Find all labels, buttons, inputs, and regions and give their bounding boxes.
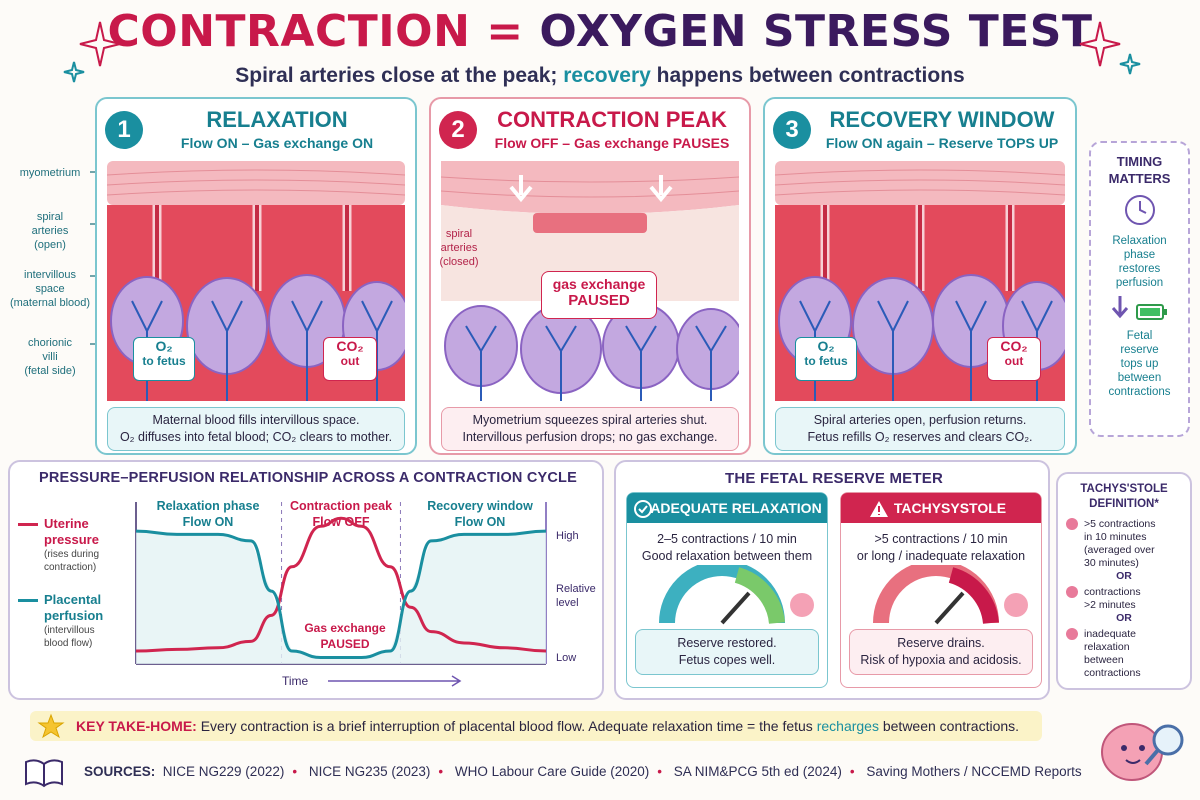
co2-badge: CO₂ out [323, 337, 377, 381]
meter-adequate: ADEQUATE RELAXATION 2–5 contractions / 1… [626, 492, 828, 688]
source-item: Saving Mothers / NCCEMD Reports [866, 764, 1082, 779]
step-number: 3 [773, 111, 811, 149]
legend-swatch [18, 599, 38, 602]
page-subtitle: Spiral arteries close at the peak; recov… [235, 64, 965, 87]
phase-label-recovery: Recovery window Flow ON [427, 499, 533, 529]
definition-item: inadequate relaxation between contractions [1066, 628, 1184, 680]
check-circle-icon [634, 500, 652, 518]
clock-icon [1124, 195, 1155, 225]
book-icon [25, 759, 63, 788]
panel-caption: Myometrium squeezes spiral arteries shut… [441, 407, 739, 451]
sparkle-icon [63, 21, 121, 83]
timing-matters-box: TIMING MATTERS Relaxation phase restores per… [1089, 141, 1190, 437]
legend-placental-perfusion: Placental perfusion (intervillous blood … [18, 592, 128, 650]
source-item: SA NIM&PCG 5th ed (2024) [673, 764, 842, 779]
definition-item: >5 contractions in 10 minutes (averaged ov… [1066, 518, 1184, 570]
or-divider: OR [1116, 612, 1132, 624]
gauge-adequate [659, 565, 814, 625]
label-myometrium: myometrium [19, 167, 81, 179]
gauge-tachysystole [873, 565, 1028, 625]
chart-title: PRESSURE–PERFUSION RELATIONSHIP ACROSS A… [39, 470, 577, 486]
label-spiral-arteries-closed: spiral arteries (closed) [439, 228, 479, 268]
label-spiral-arteries: spiral arteries (open) [31, 211, 69, 251]
source-item: WHO Labour Care Guide (2020) [454, 764, 650, 779]
panel-subheading: Flow ON again – Reserve TOPS UP [825, 135, 1059, 151]
mascot-illustration [1101, 723, 1184, 781]
label-intervillous-space: intervillous space (maternal blood) [9, 269, 91, 309]
page-title: CONTRACTION = OXYGEN STRESS TEST [107, 6, 1093, 57]
panel-contraction-peak: 2 CONTRACTION PEAK Flow OFF – Gas exchan… [429, 97, 751, 455]
source-item: NICE NG229 (2022) [162, 764, 285, 779]
key-takehome-banner: KEY TAKE-HOME: Every contraction is a br… [30, 711, 1042, 741]
sparkle-icon [1079, 21, 1141, 75]
panel-caption: Maternal blood fills intervillous space.… [107, 407, 405, 451]
pressure-perfusion-panel: PRESSURE–PERFUSION RELATIONSHIP ACROSS A… [8, 460, 604, 700]
source-item: NICE NG235 (2023) [308, 764, 431, 779]
panel-relaxation: 1 RELAXATION Flow ON – Gas exchange ON O… [95, 97, 417, 455]
panel-recovery-window: 3 RECOVERY WINDOW Flow ON again – Reserv… [763, 97, 1077, 455]
meter-tachysystole-header: TACHYSYSTOLE [841, 493, 1041, 523]
meter-tachysystole-result: Reserve drains. Risk of hypoxia and acido… [849, 629, 1033, 675]
placenta-illustration [107, 161, 405, 401]
check-icon [1066, 586, 1078, 598]
panel-heading: RECOVERY WINDOW [829, 107, 1055, 132]
sources-line: SOURCES: NICE NG229 (2022) • NICE NG235 (… [84, 764, 1082, 779]
or-divider: OR [1116, 570, 1132, 582]
meter-adequate-header: ADEQUATE RELAXATION [627, 493, 827, 523]
phase-label-relaxation: Relaxation phase Flow ON [156, 499, 260, 529]
perfusion-area [136, 531, 546, 664]
legend-uterine-pressure: Uterine pressure (rises during contracti… [18, 516, 128, 574]
panel-caption: Spiral arteries open, perfusion returns.… [775, 407, 1065, 451]
co2-badge: CO₂ out [987, 337, 1041, 381]
warning-icon [870, 501, 888, 517]
star-icon [37, 713, 65, 739]
step-number: 1 [105, 111, 143, 149]
battery-icon [1135, 304, 1167, 320]
tachysystole-definition-box: TACHYS'STOLE DEFINITION* >5 contractions i… [1056, 472, 1192, 690]
panel-heading: CONTRACTION PEAK [497, 107, 727, 132]
series-line-uterine-pressure [135, 516, 547, 653]
arrow-down-icon [1112, 296, 1129, 319]
gas-exchange-paused-label: Gas exchange PAUSED [304, 621, 386, 651]
placenta-illustration [441, 161, 739, 401]
arrow-right-icon [328, 675, 462, 687]
panel-subheading: Flow ON – Gas exchange ON [180, 135, 374, 151]
y-axis-label: Relative level [556, 583, 596, 609]
check-icon [1066, 628, 1078, 640]
y-tick-low: Low [556, 652, 577, 664]
paused-badge: gas exchange PAUSED [541, 271, 657, 319]
step-number: 2 [439, 111, 477, 149]
pressure-perfusion-chart [135, 502, 547, 665]
series-line-placental-perfusion [135, 529, 547, 660]
y-tick-high: High [556, 530, 579, 542]
check-icon [1066, 518, 1078, 530]
meter-tachysystole: TACHYSYSTOLE >5 contractions / 10 min or… [840, 492, 1042, 688]
panel-subheading: Flow OFF – Gas exchange PAUSES [494, 135, 730, 151]
meter-adequate-result: Reserve restored. Fetus copes well. [635, 629, 819, 675]
panel-heading: RELAXATION [206, 107, 348, 132]
x-axis-label: Time [282, 674, 309, 688]
definition-item: contractions >2 minutes [1066, 586, 1184, 612]
fetal-reserve-meter-panel: THE FETAL RESERVE METER ADEQUATE RELAXAT… [614, 460, 1050, 700]
meter-title: THE FETAL RESERVE METER [725, 470, 943, 487]
o2-badge: O₂ to fetus [133, 337, 195, 381]
label-chorionic-villi: chorionic villi (fetal side) [24, 337, 76, 377]
o2-badge: O₂ to fetus [795, 337, 857, 381]
legend-swatch [18, 523, 38, 526]
